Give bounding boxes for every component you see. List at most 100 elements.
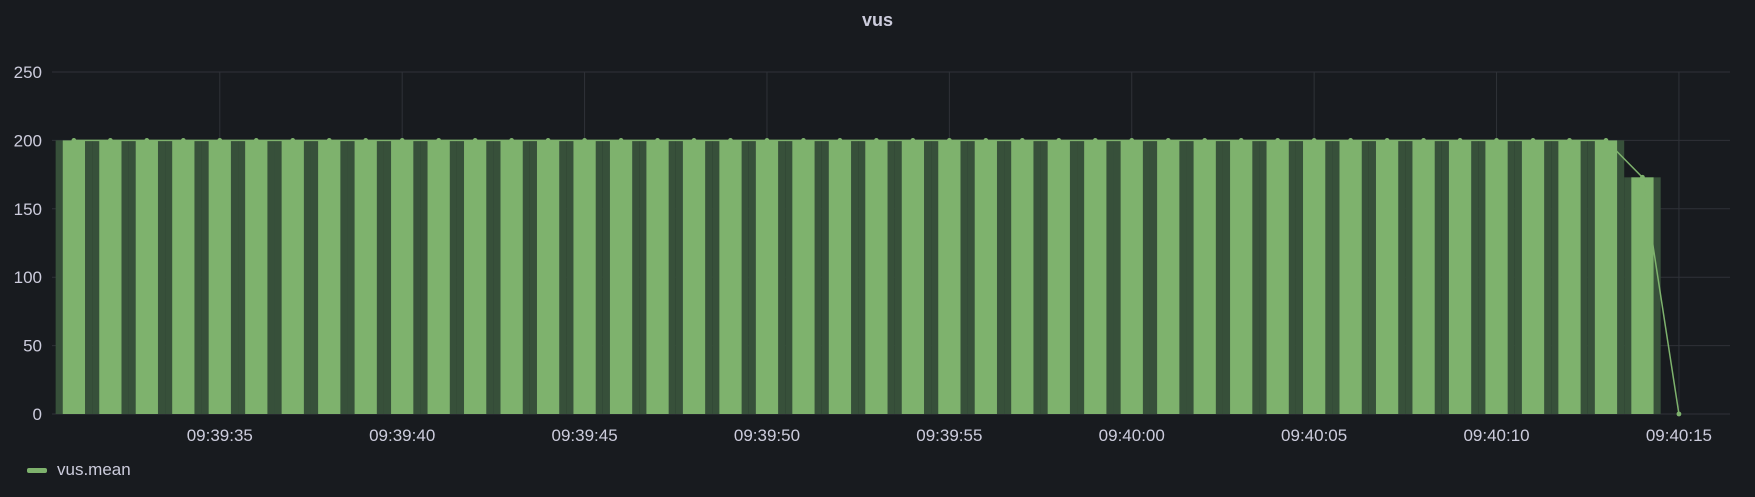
series-point bbox=[327, 138, 332, 143]
x-tick-label: 09:39:35 bbox=[187, 426, 253, 445]
series-point bbox=[655, 138, 660, 143]
series-point bbox=[217, 138, 222, 143]
series-bar bbox=[501, 140, 523, 414]
series-point bbox=[582, 138, 587, 143]
series-bar bbox=[902, 140, 924, 414]
y-tick-label: 100 bbox=[14, 268, 42, 287]
series-bar bbox=[136, 140, 158, 414]
series-bar bbox=[865, 140, 887, 414]
series-point bbox=[1239, 138, 1244, 143]
series-bar bbox=[975, 140, 997, 414]
legend-series-label[interactable]: vus.mean bbox=[57, 460, 131, 480]
series-bar bbox=[245, 140, 267, 414]
legend[interactable]: vus.mean bbox=[27, 460, 131, 480]
series-point bbox=[509, 138, 514, 143]
series-point bbox=[1640, 175, 1645, 180]
series-bar bbox=[719, 140, 741, 414]
series-point bbox=[546, 138, 551, 143]
series-point bbox=[1458, 138, 1463, 143]
series-point bbox=[619, 138, 624, 143]
series-bar bbox=[1048, 140, 1070, 414]
series-point bbox=[947, 138, 952, 143]
series-bar bbox=[1485, 140, 1507, 414]
series-bar bbox=[1194, 140, 1216, 414]
series-point bbox=[71, 138, 76, 143]
series-point bbox=[436, 138, 441, 143]
series-point bbox=[910, 138, 915, 143]
series-bar bbox=[428, 140, 450, 414]
series-bar bbox=[683, 140, 705, 414]
x-tick-label: 09:40:10 bbox=[1463, 426, 1529, 445]
x-tick-label: 09:39:55 bbox=[916, 426, 982, 445]
chart-bars bbox=[56, 140, 1661, 414]
x-axis-ticks: 09:39:35 09:39:40 09:39:45 09:39:50 09:39:55… bbox=[187, 426, 1712, 445]
series-point bbox=[728, 138, 733, 143]
series-bar bbox=[1230, 140, 1252, 414]
series-bar bbox=[1303, 140, 1325, 414]
series-point bbox=[1166, 138, 1171, 143]
series-point bbox=[1275, 138, 1280, 143]
series-point bbox=[1056, 138, 1061, 143]
series-bar bbox=[1558, 140, 1580, 414]
series-bar bbox=[99, 140, 121, 414]
series-bar bbox=[318, 140, 340, 414]
x-tick-label: 09:40:05 bbox=[1281, 426, 1347, 445]
series-bar bbox=[63, 140, 85, 414]
series-bar bbox=[1084, 140, 1106, 414]
series-bar bbox=[646, 140, 668, 414]
y-tick-label: 50 bbox=[23, 337, 42, 356]
series-bar bbox=[464, 140, 486, 414]
y-tick-label: 250 bbox=[14, 63, 42, 82]
series-point bbox=[1604, 138, 1609, 143]
series-bar bbox=[537, 140, 559, 414]
series-point bbox=[1421, 138, 1426, 143]
series-bar bbox=[172, 140, 194, 414]
series-point bbox=[400, 138, 405, 143]
series-bar bbox=[282, 140, 304, 414]
series-point bbox=[1385, 138, 1390, 143]
series-bar bbox=[209, 140, 231, 414]
series-bar bbox=[391, 140, 413, 414]
x-tick-label: 09:40:00 bbox=[1099, 426, 1165, 445]
series-point bbox=[983, 138, 988, 143]
series-point bbox=[1567, 138, 1572, 143]
series-bar bbox=[573, 140, 595, 414]
series-point bbox=[144, 138, 149, 143]
series-bar bbox=[1522, 140, 1544, 414]
y-tick-label: 0 bbox=[33, 405, 42, 424]
x-tick-label: 09:40:15 bbox=[1646, 426, 1712, 445]
panel-title: vus bbox=[0, 10, 1755, 31]
series-point bbox=[1093, 138, 1098, 143]
series-point bbox=[290, 138, 295, 143]
series-bar bbox=[1412, 140, 1434, 414]
series-point bbox=[1531, 138, 1536, 143]
series-bar bbox=[1595, 140, 1617, 414]
x-tick-label: 09:39:45 bbox=[551, 426, 617, 445]
y-axis-ticks: 0 50 100 150 200 250 bbox=[14, 63, 42, 424]
series-point bbox=[1020, 138, 1025, 143]
series-point bbox=[874, 138, 879, 143]
series-bar bbox=[1449, 140, 1471, 414]
series-point bbox=[1202, 138, 1207, 143]
x-tick-label: 09:39:50 bbox=[734, 426, 800, 445]
legend-swatch bbox=[27, 468, 47, 473]
series-point bbox=[765, 138, 770, 143]
series-point bbox=[254, 138, 259, 143]
series-point bbox=[838, 138, 843, 143]
series-point bbox=[1348, 138, 1353, 143]
series-bar bbox=[1011, 140, 1033, 414]
series-bar bbox=[792, 140, 814, 414]
series-point bbox=[108, 138, 113, 143]
series-bar bbox=[756, 140, 778, 414]
series-point bbox=[363, 138, 368, 143]
series-bar bbox=[1121, 140, 1143, 414]
series-bar bbox=[1157, 140, 1179, 414]
series-point bbox=[1312, 138, 1317, 143]
series-bar bbox=[355, 140, 377, 414]
y-tick-label: 200 bbox=[14, 131, 42, 150]
x-tick-label: 09:39:40 bbox=[369, 426, 435, 445]
series-bar bbox=[829, 140, 851, 414]
series-point bbox=[1129, 138, 1134, 143]
